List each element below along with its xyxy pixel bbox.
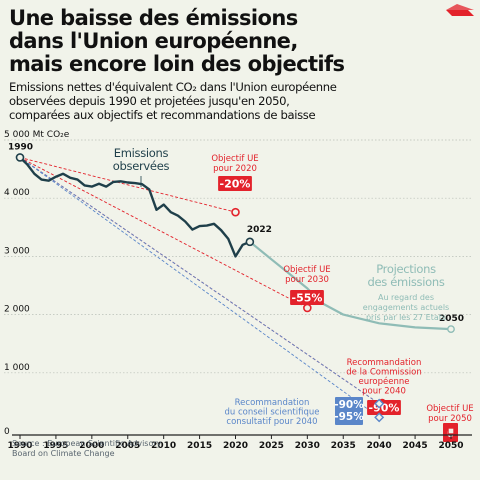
target-trajectory-line: [19, 157, 308, 309]
commission-2040-badge: -90%: [369, 402, 400, 415]
x-tick-label: 2005: [115, 441, 140, 451]
source-line-1: Source : European Scientific Advisory: [12, 439, 162, 448]
advisory-2040-marker: [374, 412, 385, 423]
y-tick-label: 0: [4, 427, 10, 437]
chart-subtitle-line-1: Emissions nettes d'équivalent CO₂ dans l…: [9, 80, 337, 94]
x-tick-label: 2025: [259, 441, 284, 451]
y-tick-label: 2 000: [4, 305, 30, 315]
projection-note-label: engagements actuels: [363, 303, 449, 312]
x-tick-label: 2045: [403, 441, 428, 451]
advisory-2040-title: du conseil scientifique: [225, 408, 320, 418]
publisher-logo-icon: [446, 4, 474, 16]
x-tick-label: 2015: [187, 441, 212, 451]
end-year-label: 2022: [247, 225, 272, 235]
target-trajectory-line: [19, 157, 380, 418]
target-2030-badge: -55%: [292, 292, 323, 305]
y-axis-unit-label: 5 000 Mt CO₂e: [4, 130, 70, 140]
x-tick-label: 1995: [43, 441, 68, 451]
commission-2040-title: pour 2040: [362, 387, 406, 397]
y-tick-label: 3 000: [4, 246, 30, 256]
target-2020-title: Objectif UE: [211, 154, 258, 164]
projection-note-label: Au regard des: [378, 293, 434, 302]
target-2020-badge: -20%: [220, 178, 251, 191]
x-tick-label: 2020: [223, 441, 248, 451]
observed-series-label: observées: [113, 159, 170, 173]
observed-series-label: Emissions: [114, 146, 169, 160]
observed-emissions-line: [18, 156, 252, 258]
commission-2040-title: de la Commission: [346, 368, 421, 378]
advisory-2040-badge: -90%: [334, 399, 364, 411]
target-2050-marker: [447, 427, 455, 435]
target-2050-title: Objectif UE: [426, 404, 473, 414]
commission-2040-title: européenne: [359, 376, 410, 387]
x-tick-label: 2000: [79, 441, 104, 451]
x-tick-label: 2050: [438, 441, 463, 451]
start-year-label: 1990: [8, 142, 33, 152]
projection-series-label: des émissions: [367, 275, 444, 289]
target-2050-title: pour 2050: [428, 414, 472, 424]
projection-note-label: pris par les 27 Etats: [366, 313, 446, 322]
chart-subtitle-line-2: observées depuis 1990 et projetées jusqu…: [9, 94, 290, 108]
target-2030-badge-box: [290, 290, 324, 305]
projection-end-year-label: 2050: [439, 314, 464, 324]
source-line-2: Board on Climate Change: [12, 449, 115, 458]
x-tick-label: 2035: [331, 441, 356, 451]
target-2020-title: pour 2020: [213, 164, 257, 174]
advisory-2040-badge-box: [335, 397, 363, 425]
advisory-2040-marker: [374, 398, 385, 409]
target-trajectory-line: [19, 157, 380, 405]
target-2030-marker: [303, 303, 312, 313]
x-tick-label: 2010: [151, 441, 176, 451]
target-2020-badge-box: [218, 176, 252, 191]
end-point-marker: [245, 237, 255, 247]
chart-title-line-3: mais encore loin des objectifs: [9, 52, 345, 76]
advisory-2040-badge: -95%: [334, 411, 364, 423]
axes: 1 000 2 000 3 000 4 000 0 1990 1995 2000 2005 201…: [4, 188, 472, 451]
commission-2040-title: Recommandation: [347, 358, 422, 368]
projection-end-marker: [447, 325, 455, 334]
x-tick-label: 2040: [367, 441, 392, 451]
y-tick-label: 4 000: [4, 188, 30, 198]
target-2020-marker: [231, 207, 240, 217]
chart-subtitle-line-3: comparées aux objectifs et recommandatio…: [9, 108, 315, 122]
x-tick-label: 2030: [295, 441, 320, 451]
start-point-marker: [15, 153, 25, 162]
target-trajectory-line: [19, 157, 236, 213]
advisory-2040-title: consultatif pour 2040: [226, 417, 317, 427]
target-2030-title: pour 2030: [285, 275, 329, 285]
x-tick-label: 1990: [7, 441, 32, 451]
y-tick-label: 1 000: [4, 363, 30, 373]
chart-title-line-1: Une baisse des émissions: [9, 6, 298, 30]
gridlines: [4, 139, 472, 374]
advisory-2040-title: Recommandation: [235, 398, 310, 408]
target-2030-title: Objectif UE: [283, 265, 330, 275]
projection-series-label: Projections: [376, 262, 436, 276]
chart-title-line-2: dans l'Union européenne,: [9, 29, 298, 53]
